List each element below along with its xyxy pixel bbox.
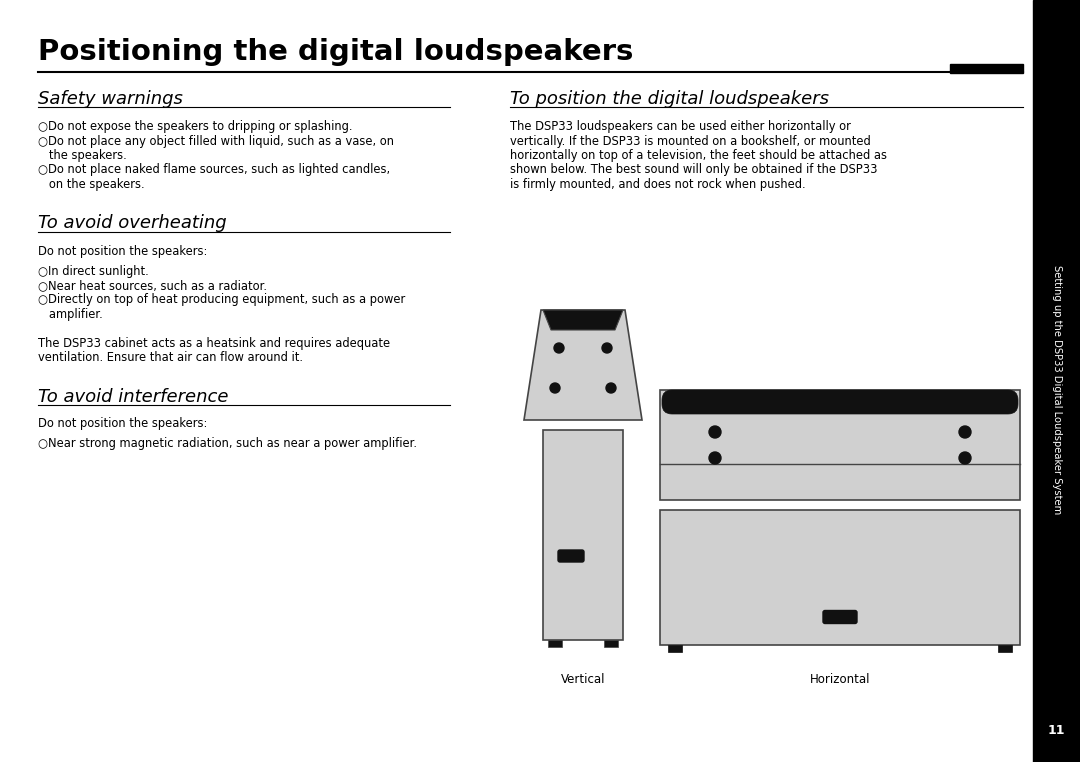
Text: is firmly mounted, and does not rock when pushed.: is firmly mounted, and does not rock whe…	[510, 178, 806, 191]
Text: To avoid interference: To avoid interference	[38, 388, 229, 405]
Text: To avoid overheating: To avoid overheating	[38, 214, 227, 232]
Text: The DSP33 cabinet acts as a heatsink and requires adequate: The DSP33 cabinet acts as a heatsink and…	[38, 337, 390, 350]
Text: ventilation. Ensure that air can flow around it.: ventilation. Ensure that air can flow ar…	[38, 351, 303, 364]
Bar	[604, 640, 618, 647]
Text: Safety warnings: Safety warnings	[38, 90, 183, 108]
Bar	[669, 645, 681, 652]
Text: To position the digital loudspeakers: To position the digital loudspeakers	[510, 90, 829, 108]
Bar	[660, 510, 1020, 645]
Text: Horizontal: Horizontal	[810, 673, 870, 686]
Text: on the speakers.: on the speakers.	[38, 178, 145, 191]
Text: ○Near heat sources, such as a radiator.: ○Near heat sources, such as a radiator.	[38, 279, 267, 292]
Circle shape	[959, 426, 971, 438]
Text: The DSP33 loudspeakers can be used either horizontally or: The DSP33 loudspeakers can be used eithe…	[510, 120, 851, 133]
Text: vertically. If the DSP33 is mounted on a bookshelf, or mounted: vertically. If the DSP33 is mounted on a…	[510, 135, 870, 148]
Bar	[1032, 0, 1080, 762]
Circle shape	[554, 343, 564, 353]
Text: Positioning the digital loudspeakers: Positioning the digital loudspeakers	[38, 38, 633, 66]
Polygon shape	[524, 310, 642, 420]
Text: Setting up the DSP33 Digital Loudspeaker System: Setting up the DSP33 Digital Loudspeaker…	[1052, 265, 1062, 514]
Text: ○Near strong magnetic radiation, such as near a power amplifier.: ○Near strong magnetic radiation, such as…	[38, 437, 417, 450]
Text: ○Do not place any object filled with liquid, such as a vase, on: ○Do not place any object filled with liq…	[38, 135, 394, 148]
Text: ○Directly on top of heat producing equipment, such as a power: ○Directly on top of heat producing equip…	[38, 293, 405, 306]
Text: ○In direct sunlight.: ○In direct sunlight.	[38, 264, 149, 277]
FancyBboxPatch shape	[823, 610, 858, 623]
Circle shape	[708, 452, 721, 464]
Circle shape	[708, 426, 721, 438]
FancyBboxPatch shape	[662, 390, 1018, 414]
Text: ○Do not place naked flame sources, such as lighted candles,: ○Do not place naked flame sources, such …	[38, 164, 390, 177]
Bar	[548, 640, 562, 647]
Text: shown below. The best sound will only be obtained if the DSP33: shown below. The best sound will only be…	[510, 164, 877, 177]
Bar	[543, 430, 623, 640]
Bar	[950, 64, 1023, 73]
Text: Do not position the speakers:: Do not position the speakers:	[38, 245, 207, 258]
Circle shape	[602, 343, 612, 353]
Text: ○Do not expose the speakers to dripping or splashing.: ○Do not expose the speakers to dripping …	[38, 120, 352, 133]
Text: 11: 11	[1048, 723, 1065, 737]
Bar	[998, 645, 1012, 652]
Text: amplifier.: amplifier.	[38, 308, 103, 321]
Circle shape	[550, 383, 561, 393]
Polygon shape	[543, 310, 623, 330]
FancyBboxPatch shape	[558, 550, 584, 562]
Text: horizontally on top of a television, the feet should be attached as: horizontally on top of a television, the…	[510, 149, 887, 162]
Text: the speakers.: the speakers.	[38, 149, 126, 162]
Bar	[660, 390, 1020, 500]
Text: Do not position the speakers:: Do not position the speakers:	[38, 418, 207, 431]
Circle shape	[959, 452, 971, 464]
Circle shape	[606, 383, 616, 393]
Text: Vertical: Vertical	[561, 673, 605, 686]
